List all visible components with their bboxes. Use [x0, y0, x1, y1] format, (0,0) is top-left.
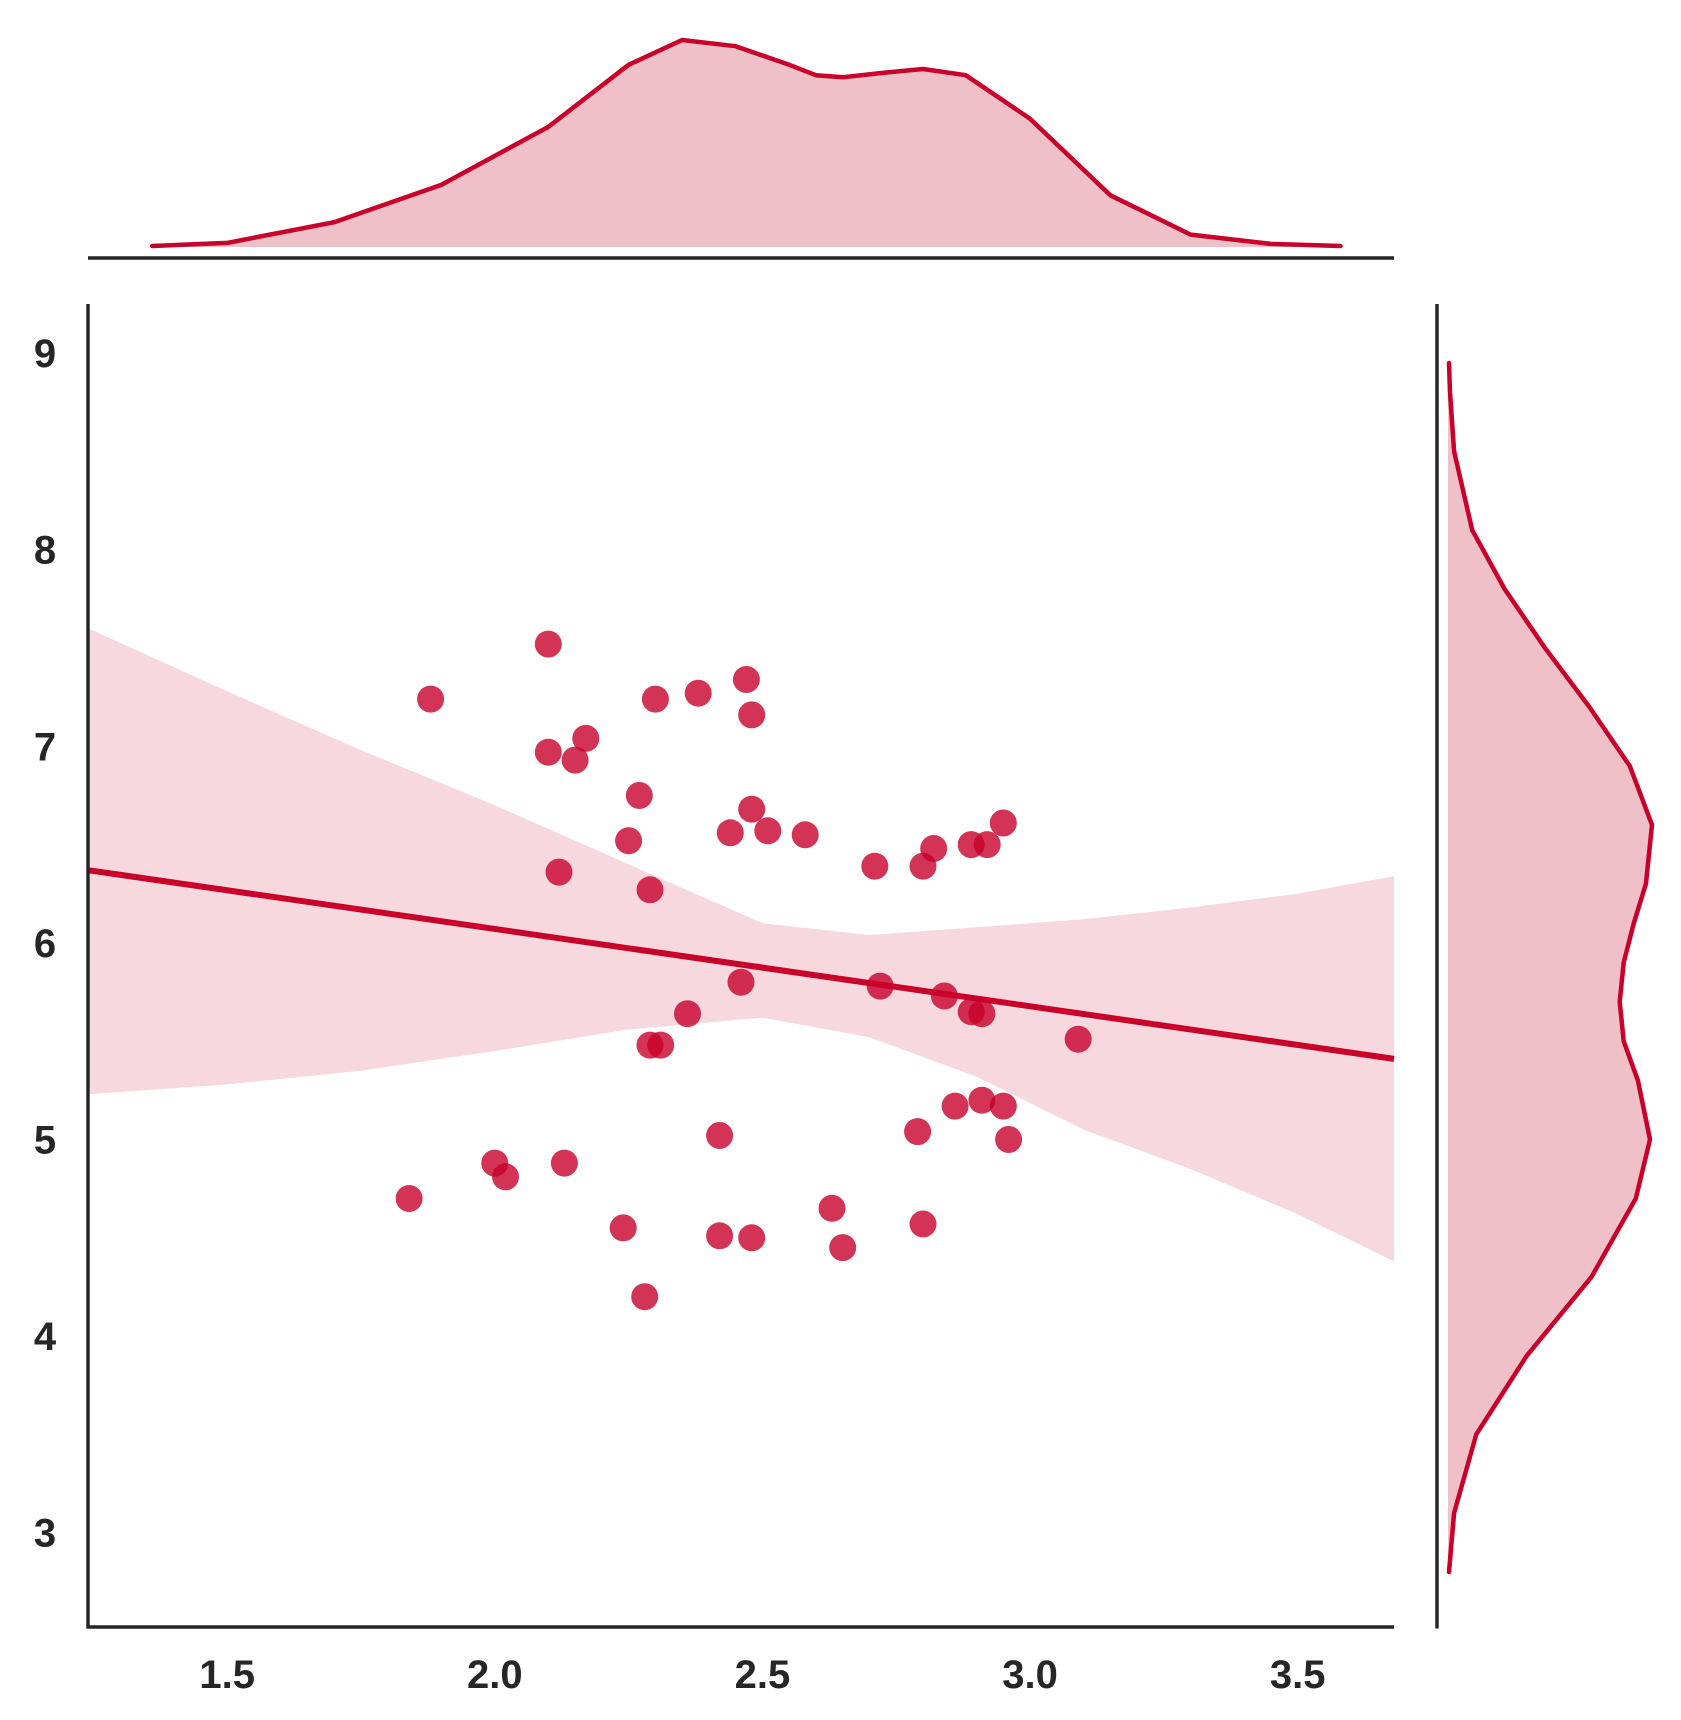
scatter-point-37: [920, 835, 948, 862]
x-tick-label-3: 3.0: [1002, 1653, 1058, 1697]
scatter-point-35: [909, 1210, 937, 1238]
scatter-point-27: [738, 701, 766, 729]
right-kde-line: [1446, 360, 1655, 1575]
scatter-point-18: [674, 1000, 701, 1028]
scatter-point-3: [492, 1163, 519, 1191]
y-tick-label-5: 8: [34, 529, 56, 573]
scatter-point-24: [732, 666, 760, 693]
scatter-point-7: [550, 1149, 578, 1177]
scatter-point-34: [904, 1118, 932, 1146]
x-tick-label-4: 3.5: [1270, 1653, 1326, 1697]
scatter-point-43: [968, 1000, 996, 1028]
top-marginal-kde: [88, 37, 1394, 260]
scatter-point-0: [395, 1185, 423, 1212]
y-tick-label-1: 4: [34, 1315, 57, 1359]
confidence-band: [88, 628, 1394, 1262]
scatter-point-17: [647, 1031, 675, 1059]
top-kde-fill: [152, 40, 1341, 247]
scatter-point-6: [545, 858, 573, 886]
right-kde-fill: [1448, 363, 1652, 1572]
scatter-point-13: [631, 1283, 659, 1311]
y-tick-label-6: 9: [34, 332, 56, 376]
scatter-point-28: [754, 817, 782, 845]
scatter-point-30: [818, 1194, 846, 1222]
scatter-point-4: [534, 630, 562, 658]
scatter-point-25: [738, 795, 766, 823]
x-tick-label-2: 2.5: [735, 1653, 791, 1697]
scatter-point-29: [791, 821, 819, 849]
x-tick-label-0: 1.5: [199, 1653, 255, 1697]
scatter-point-16: [641, 685, 669, 713]
scatter-point-46: [989, 1092, 1017, 1120]
scatter-point-11: [615, 827, 643, 855]
scatter-point-19: [684, 679, 712, 707]
scatter-point-48: [1064, 1025, 1092, 1053]
top-kde-line: [149, 37, 1343, 249]
scatter-point-42: [968, 1086, 996, 1114]
y-tick-label-0: 3: [34, 1512, 56, 1556]
regression-line: [87, 867, 1395, 1062]
scatter-point-22: [716, 819, 744, 847]
scatter-point-44: [973, 831, 1001, 859]
scatter-point-39: [941, 1092, 969, 1120]
scatter-panel: 1.5 2.0 2.5 3.0 3.5 3 4 5 6 7 8 9: [34, 304, 1395, 1697]
scatter-point-21: [706, 1222, 734, 1250]
y-tick-label-2: 5: [34, 1118, 56, 1162]
scatter-point-31: [829, 1234, 857, 1262]
scatter-point-15: [636, 876, 664, 904]
scatter-point-45: [989, 809, 1017, 837]
scatter-point-1: [417, 685, 445, 713]
scatter-point-12: [625, 782, 653, 809]
y-tick-label-3: 6: [34, 922, 56, 966]
scatter-point-9: [572, 724, 600, 752]
right-marginal-kde: [1435, 304, 1655, 1629]
scatter-point-26: [738, 1224, 766, 1252]
scatter-point-32: [861, 852, 889, 880]
x-tick-label-1: 2.0: [467, 1653, 523, 1697]
scatter-point-20: [706, 1122, 734, 1149]
scatter-point-5: [534, 738, 562, 766]
scatter-point-47: [995, 1126, 1023, 1153]
scatter-point-10: [609, 1214, 637, 1242]
scatter-point-8: [561, 746, 589, 774]
scatter-point-23: [727, 968, 755, 996]
y-tick-label-4: 7: [34, 725, 56, 769]
